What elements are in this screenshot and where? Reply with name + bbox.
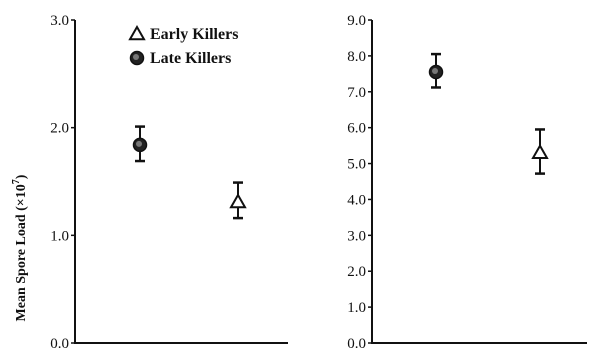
y-axis-label: Mean Spore Load (×107) — [11, 174, 29, 321]
y-tick-label: 2.0 — [50, 121, 69, 137]
left-panel: 0.0 1.0 2.0 3.0 — [50, 13, 288, 352]
y-tick-label: 6.0 — [347, 121, 366, 137]
late-killers-point-highlight — [136, 140, 142, 147]
y-tick-label: 1.0 — [50, 228, 69, 244]
y-tick-label: 3.0 — [347, 228, 366, 244]
y-tick-label: 0.0 — [50, 336, 69, 352]
y-tick-label: 7.0 — [347, 85, 366, 101]
y-tick-label: 0.0 — [347, 336, 366, 352]
late-killers-point-highlight — [432, 68, 438, 75]
legend: Early Killers Late Killers — [128, 24, 238, 67]
y-tick-label: 1.0 — [347, 300, 366, 316]
y-axis-label-close: ) — [14, 174, 29, 179]
y-tick-label: 4.0 — [347, 192, 366, 208]
y-axis-label-main: Mean Spore Load (×10 — [14, 184, 29, 321]
y-tick-label: 3.0 — [50, 13, 69, 29]
early-killers-point — [531, 143, 549, 160]
legend-early-killers: Early Killers — [150, 26, 238, 43]
y-tick-label: 5.0 — [347, 157, 366, 173]
y-tick-label: 9.0 — [347, 13, 366, 29]
y-tick-label: 2.0 — [347, 264, 366, 280]
legend-late-killers: Late Killers — [150, 50, 231, 67]
early-killers-point — [229, 192, 247, 209]
y-tick-label: 8.0 — [347, 49, 366, 65]
y-axis-label-exponent: 7 — [11, 179, 22, 184]
legend-circle-icon-highlight — [133, 54, 139, 60]
right-panel: 0.0 1.0 2.0 3.0 4.0 5.0 6.0 7.0 8.0 9.0 — [347, 13, 587, 352]
legend-triangle-icon — [128, 24, 146, 41]
